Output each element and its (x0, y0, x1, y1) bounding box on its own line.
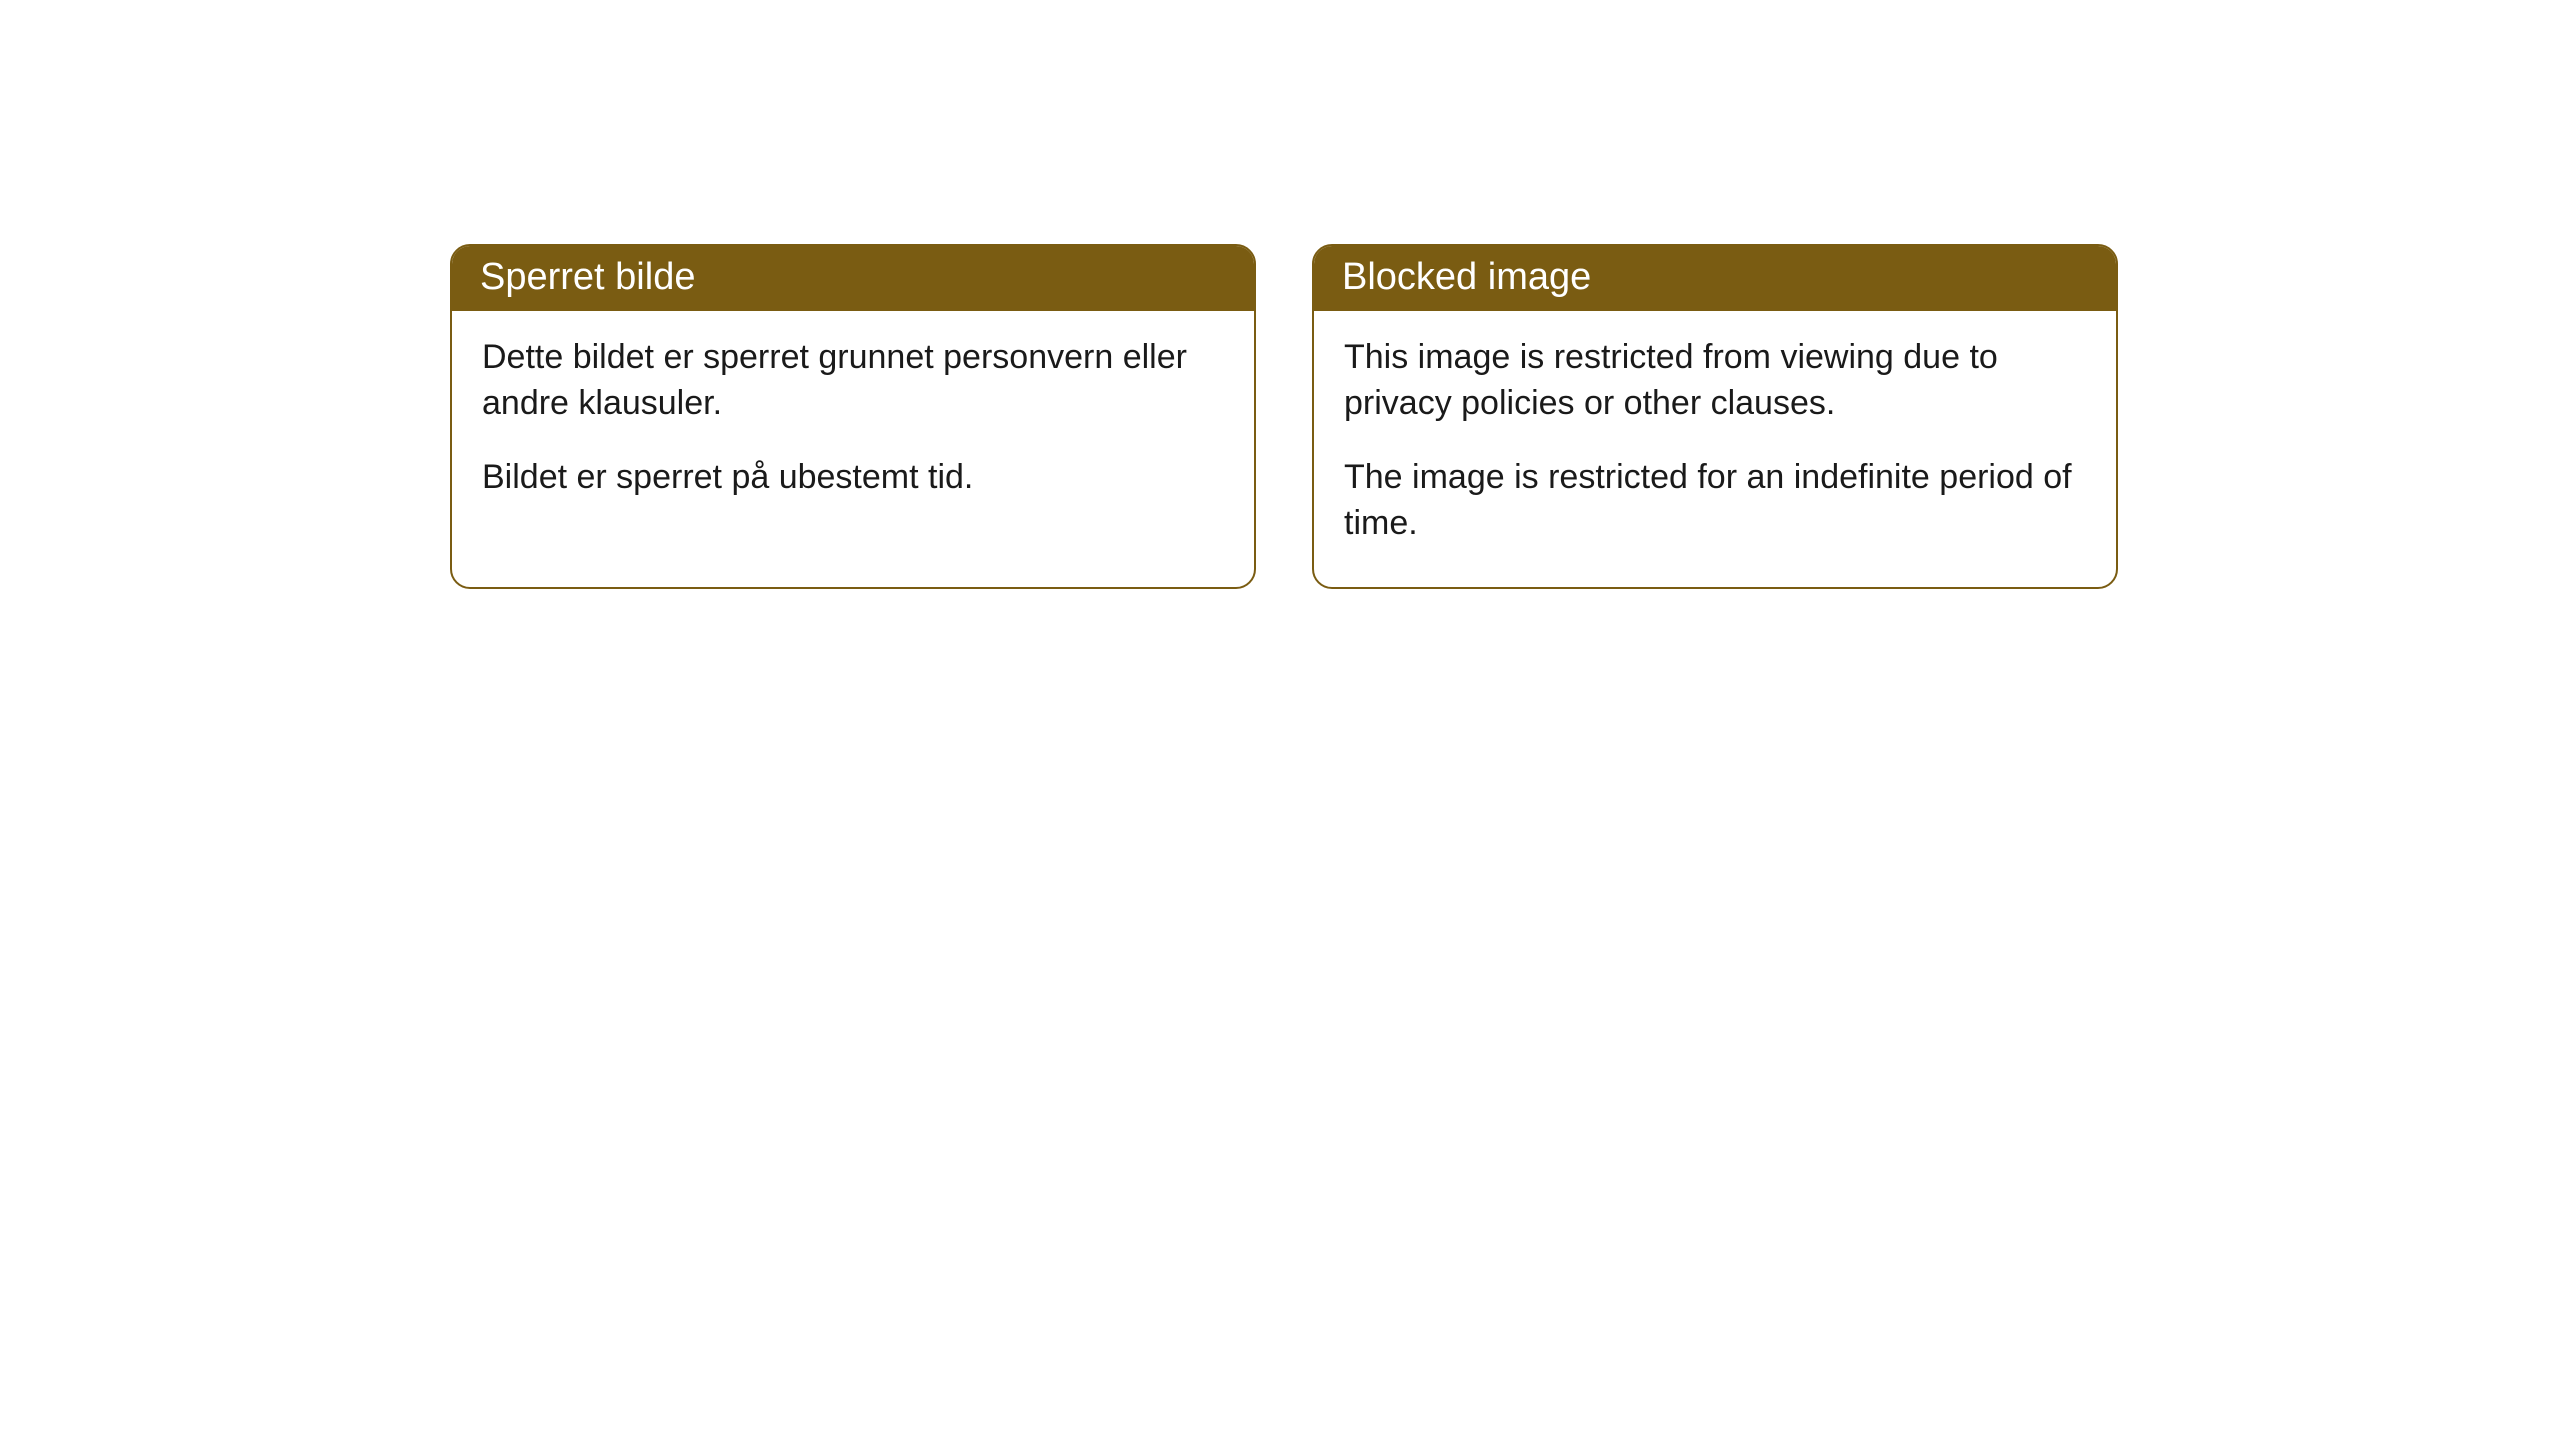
notice-paragraph: The image is restricted for an indefinit… (1344, 455, 2086, 547)
notice-card-norwegian: Sperret bilde Dette bildet er sperret gr… (450, 244, 1256, 589)
notice-paragraph: This image is restricted from viewing du… (1344, 335, 2086, 427)
notice-paragraph: Dette bildet er sperret grunnet personve… (482, 335, 1224, 427)
notice-paragraph: Bildet er sperret på ubestemt tid. (482, 455, 1224, 501)
notice-body: This image is restricted from viewing du… (1314, 311, 2116, 587)
notice-card-english: Blocked image This image is restricted f… (1312, 244, 2118, 589)
notice-header: Sperret bilde (452, 246, 1254, 311)
notice-header: Blocked image (1314, 246, 2116, 311)
notice-container: Sperret bilde Dette bildet er sperret gr… (0, 0, 2560, 589)
notice-body: Dette bildet er sperret grunnet personve… (452, 311, 1254, 541)
